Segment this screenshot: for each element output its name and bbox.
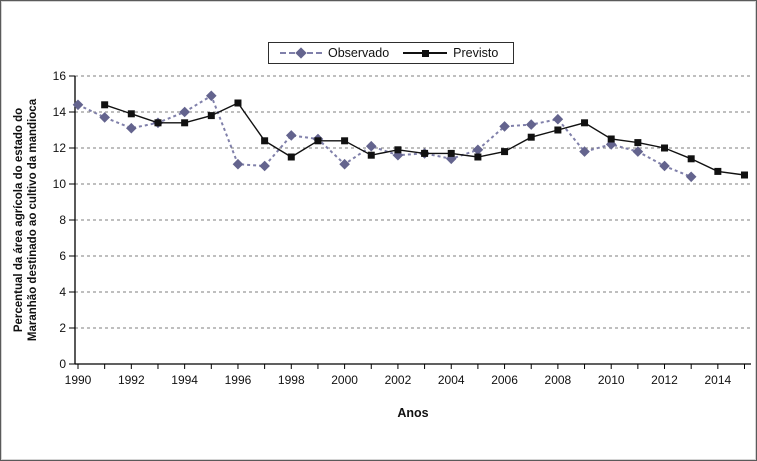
x-tick-label: 2000	[331, 373, 358, 387]
square-marker	[261, 137, 269, 145]
diamond-marker	[579, 146, 590, 157]
y-tick-label: 14	[53, 105, 67, 119]
square-marker	[581, 119, 589, 127]
y-axis-title-line2: Maranhão destinado ao cultivo da mandioc…	[26, 98, 39, 342]
square-marker	[661, 144, 669, 152]
diamond-marker	[365, 140, 377, 152]
square-marker	[234, 99, 242, 107]
square-marker	[341, 137, 349, 145]
square-marker	[394, 146, 402, 154]
square-marker	[474, 153, 482, 161]
legend-label-previsto: Previsto	[453, 46, 499, 60]
diamond-marker	[339, 158, 350, 170]
square-marker	[607, 135, 615, 143]
square-marker	[634, 139, 642, 147]
y-tick-label: 16	[53, 69, 67, 83]
legend-item-previsto: Previsto	[389, 46, 498, 60]
diamond-marker	[259, 160, 270, 172]
square-marker	[421, 149, 429, 157]
x-tick-label: 2010	[598, 373, 625, 387]
x-tick-label: 1990	[65, 373, 92, 387]
series-observado	[72, 90, 697, 183]
chart-legend: Observado Previsto	[268, 42, 514, 64]
y-axis-ticks: 0 2 4 6 8 10 12 14 16	[53, 69, 75, 371]
x-tick-label: 2008	[545, 373, 572, 387]
diamond-marker	[499, 121, 510, 132]
x-axis-ticks: 1990 1992 1994 1996 1998 2000 2002 2004 2006 2008…	[65, 364, 745, 387]
square-marker	[314, 137, 322, 145]
diamond-marker	[685, 171, 697, 183]
x-tick-label: 2012	[651, 373, 678, 387]
y-tick-label: 10	[53, 177, 67, 191]
x-tick-label: 1994	[171, 373, 198, 387]
square-marker	[687, 155, 695, 163]
square-marker	[287, 153, 295, 161]
diamond-marker	[632, 146, 644, 157]
x-tick-label: 2014	[704, 373, 731, 387]
diamond-marker	[72, 99, 84, 111]
x-tick-label: 1992	[118, 373, 145, 387]
diamond-marker	[179, 106, 190, 118]
diamond-marker	[232, 158, 244, 170]
previsto-line-sample	[403, 50, 448, 57]
y-axis-title: Percentual da área agrícola do estado do…	[13, 1, 41, 450]
y-tick-label: 6	[59, 249, 66, 263]
legend-item-observado: Observado	[269, 46, 389, 60]
square-marker	[101, 101, 109, 109]
y-tick-label: 4	[59, 285, 66, 299]
diamond-marker	[525, 119, 537, 130]
x-tick-label: 2002	[385, 373, 412, 387]
y-axis-title-line1: Percentual da área agrícola do estado do	[13, 107, 25, 333]
square-marker	[181, 119, 189, 127]
square-marker	[154, 119, 162, 127]
x-tick-label: 1998	[278, 373, 305, 387]
square-marker	[501, 148, 509, 156]
y-tick-label: 2	[59, 321, 66, 335]
square-marker	[367, 151, 375, 159]
observado-line	[77, 94, 692, 178]
square-marker	[714, 167, 722, 175]
previsto-line	[104, 102, 745, 176]
square-marker	[127, 110, 135, 118]
diamond-marker	[205, 90, 217, 102]
square-marker	[207, 112, 215, 120]
y-tick-label: 8	[59, 213, 66, 227]
diamond-marker	[126, 122, 137, 134]
x-tick-label: 2006	[491, 373, 518, 387]
x-tick-label: 2004	[438, 373, 465, 387]
diamond-marker	[472, 144, 484, 156]
square-marker	[554, 126, 562, 134]
diamond-marker	[392, 149, 404, 161]
x-tick-label: 1996	[225, 373, 252, 387]
series-previsto	[101, 99, 748, 179]
x-axis-title: Anos	[397, 406, 429, 420]
diamond-marker	[552, 113, 564, 125]
y-tick-label: 0	[59, 357, 66, 371]
diamond-marker	[99, 112, 110, 123]
y-tick-label: 12	[53, 141, 67, 155]
square-marker	[527, 133, 535, 141]
square-marker	[741, 171, 748, 179]
observado-line-sample	[280, 47, 322, 59]
diamond-marker-icon	[295, 47, 307, 59]
legend-label-observado: Observado	[328, 46, 390, 60]
square-marker	[447, 149, 455, 157]
square-marker-icon	[422, 50, 430, 57]
gridlines	[75, 75, 751, 329]
diamond-marker	[285, 130, 297, 141]
diamond-marker	[659, 160, 670, 172]
